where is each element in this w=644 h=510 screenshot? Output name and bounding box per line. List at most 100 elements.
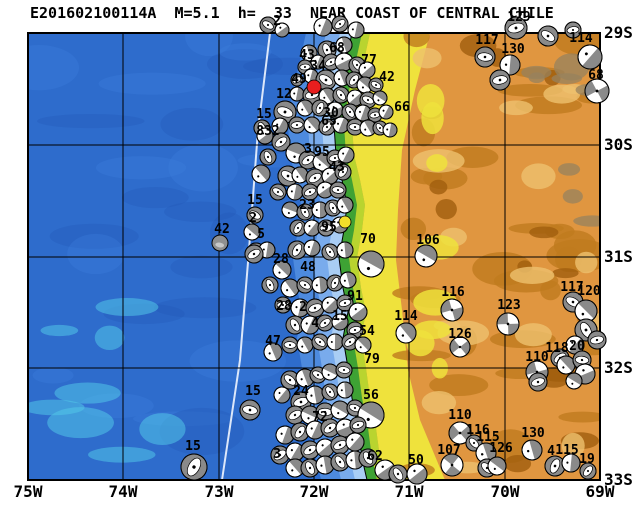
mechanism-label: 28 <box>276 299 292 314</box>
mechanism-label: 126 <box>489 441 513 456</box>
mechanism-label: 23 <box>299 198 315 213</box>
focal-mechanism <box>499 54 521 76</box>
focal-mechanism <box>475 442 497 464</box>
mechanism-label: 12 <box>276 87 292 102</box>
focal-mechanism <box>243 223 261 241</box>
focal-mechanism <box>290 422 310 442</box>
focal-mechanism <box>368 77 384 93</box>
focal-mechanism <box>587 330 607 350</box>
focal-mechanism <box>285 458 305 478</box>
focal-mechanism <box>349 416 367 434</box>
mechanism-label: 15 <box>185 439 201 454</box>
focal-mechanism <box>564 21 582 39</box>
focal-mechanism <box>489 69 511 91</box>
focal-mechanism <box>318 118 336 136</box>
focal-mechanism <box>321 243 339 261</box>
focal-mechanism <box>341 333 359 351</box>
y-tick-label: 29S <box>604 23 633 42</box>
focal-mechanism <box>359 91 377 109</box>
focal-mechanism <box>272 260 292 280</box>
mechanism-label: 118 <box>545 341 569 356</box>
mechanism-label: 47 <box>265 334 281 349</box>
focal-mechanism <box>335 36 353 54</box>
y-tick-label: 32S <box>604 358 633 377</box>
mechanism-label: 832 <box>256 124 279 139</box>
mechanism-label: 2 <box>249 211 257 226</box>
mechanism-label: 49 <box>291 72 307 87</box>
mechanism-label: 117 <box>475 33 498 48</box>
focal-mechanism <box>504 16 528 40</box>
focal-mechanism <box>286 183 304 201</box>
mechanism-label: 115 <box>476 430 499 445</box>
focal-mechanism <box>544 455 566 477</box>
focal-mechanism <box>244 244 264 264</box>
mechanism-label: 62 <box>367 449 383 464</box>
focal-mechanism <box>334 163 352 181</box>
focal-mechanism <box>301 183 319 201</box>
mechanism-label: 66 <box>394 100 410 115</box>
x-tick-label: 71W <box>395 482 424 501</box>
mechanism-label: 43 <box>299 48 315 63</box>
focal-mechanism <box>269 183 287 201</box>
trench-line <box>221 33 271 480</box>
focal-mechanism <box>281 201 299 219</box>
focal-mechanism <box>310 54 326 70</box>
focal-mechanism <box>336 196 354 214</box>
focal-mechanism <box>298 150 318 170</box>
mechanism-label: 48 <box>300 260 316 275</box>
focal-mechanism <box>256 127 274 145</box>
focal-mechanism <box>326 333 344 351</box>
mechanism-label: 130 <box>501 42 525 57</box>
mechanism-label: 114 <box>569 31 593 46</box>
mechanism-label: 95 <box>314 145 330 160</box>
mechanism-label: 65 <box>321 114 337 129</box>
x-tick-label: 75W <box>14 482 43 501</box>
focal-mechanism <box>296 99 314 117</box>
focal-mechanism <box>251 164 271 184</box>
mechanism-label: 116 <box>441 285 465 300</box>
focal-mechanism <box>335 361 353 379</box>
focal-mechanism <box>273 386 291 404</box>
mechanism-label: 107 <box>437 443 460 458</box>
secondary-event-marker <box>338 215 352 229</box>
focal-mechanism <box>382 122 398 138</box>
focal-mechanism <box>305 385 325 405</box>
focal-mechanism <box>273 100 297 124</box>
focal-mechanism <box>378 104 394 120</box>
focal-mechanism <box>348 302 368 322</box>
mechanism-label: 129 <box>507 10 530 25</box>
mechanism-label: 130 <box>521 426 545 441</box>
mechanism-label: 2 <box>273 14 281 29</box>
focal-mechanism <box>303 219 321 237</box>
focal-mechanism <box>388 464 408 484</box>
focal-mechanism <box>331 15 349 33</box>
mechanism-label: 126 <box>448 327 472 342</box>
focal-mechanism <box>296 276 314 294</box>
focal-mechanism <box>313 17 333 37</box>
focal-mechanism <box>528 372 548 392</box>
focal-mechanism <box>358 448 378 468</box>
mechanism-label: 79 <box>364 352 380 367</box>
mechanism-label: 20 <box>569 339 585 354</box>
mechanism-label: 30 <box>323 106 339 121</box>
mechanism-label: 70 <box>360 232 376 247</box>
focal-mechanism <box>270 445 290 465</box>
map-frame <box>27 32 601 481</box>
mechanism-label: 42 <box>214 222 230 237</box>
focal-mechanism <box>332 116 350 134</box>
focal-mechanism <box>577 44 603 70</box>
focal-mechanism <box>326 101 344 119</box>
focal-mechanism <box>281 336 299 354</box>
mechanism-label: 42 <box>379 70 395 85</box>
mechanism-label: 24 <box>293 384 309 399</box>
focal-mechanism <box>487 456 507 476</box>
x-tick-label: 69W <box>586 482 615 501</box>
focal-mechanism <box>290 73 304 87</box>
mechanism-label: 54 <box>359 324 375 339</box>
mechanism-label: 106 <box>416 233 440 248</box>
focal-mechanism <box>303 116 321 134</box>
focal-mechanism <box>395 322 417 344</box>
mechanism-label: 110 <box>525 350 549 365</box>
